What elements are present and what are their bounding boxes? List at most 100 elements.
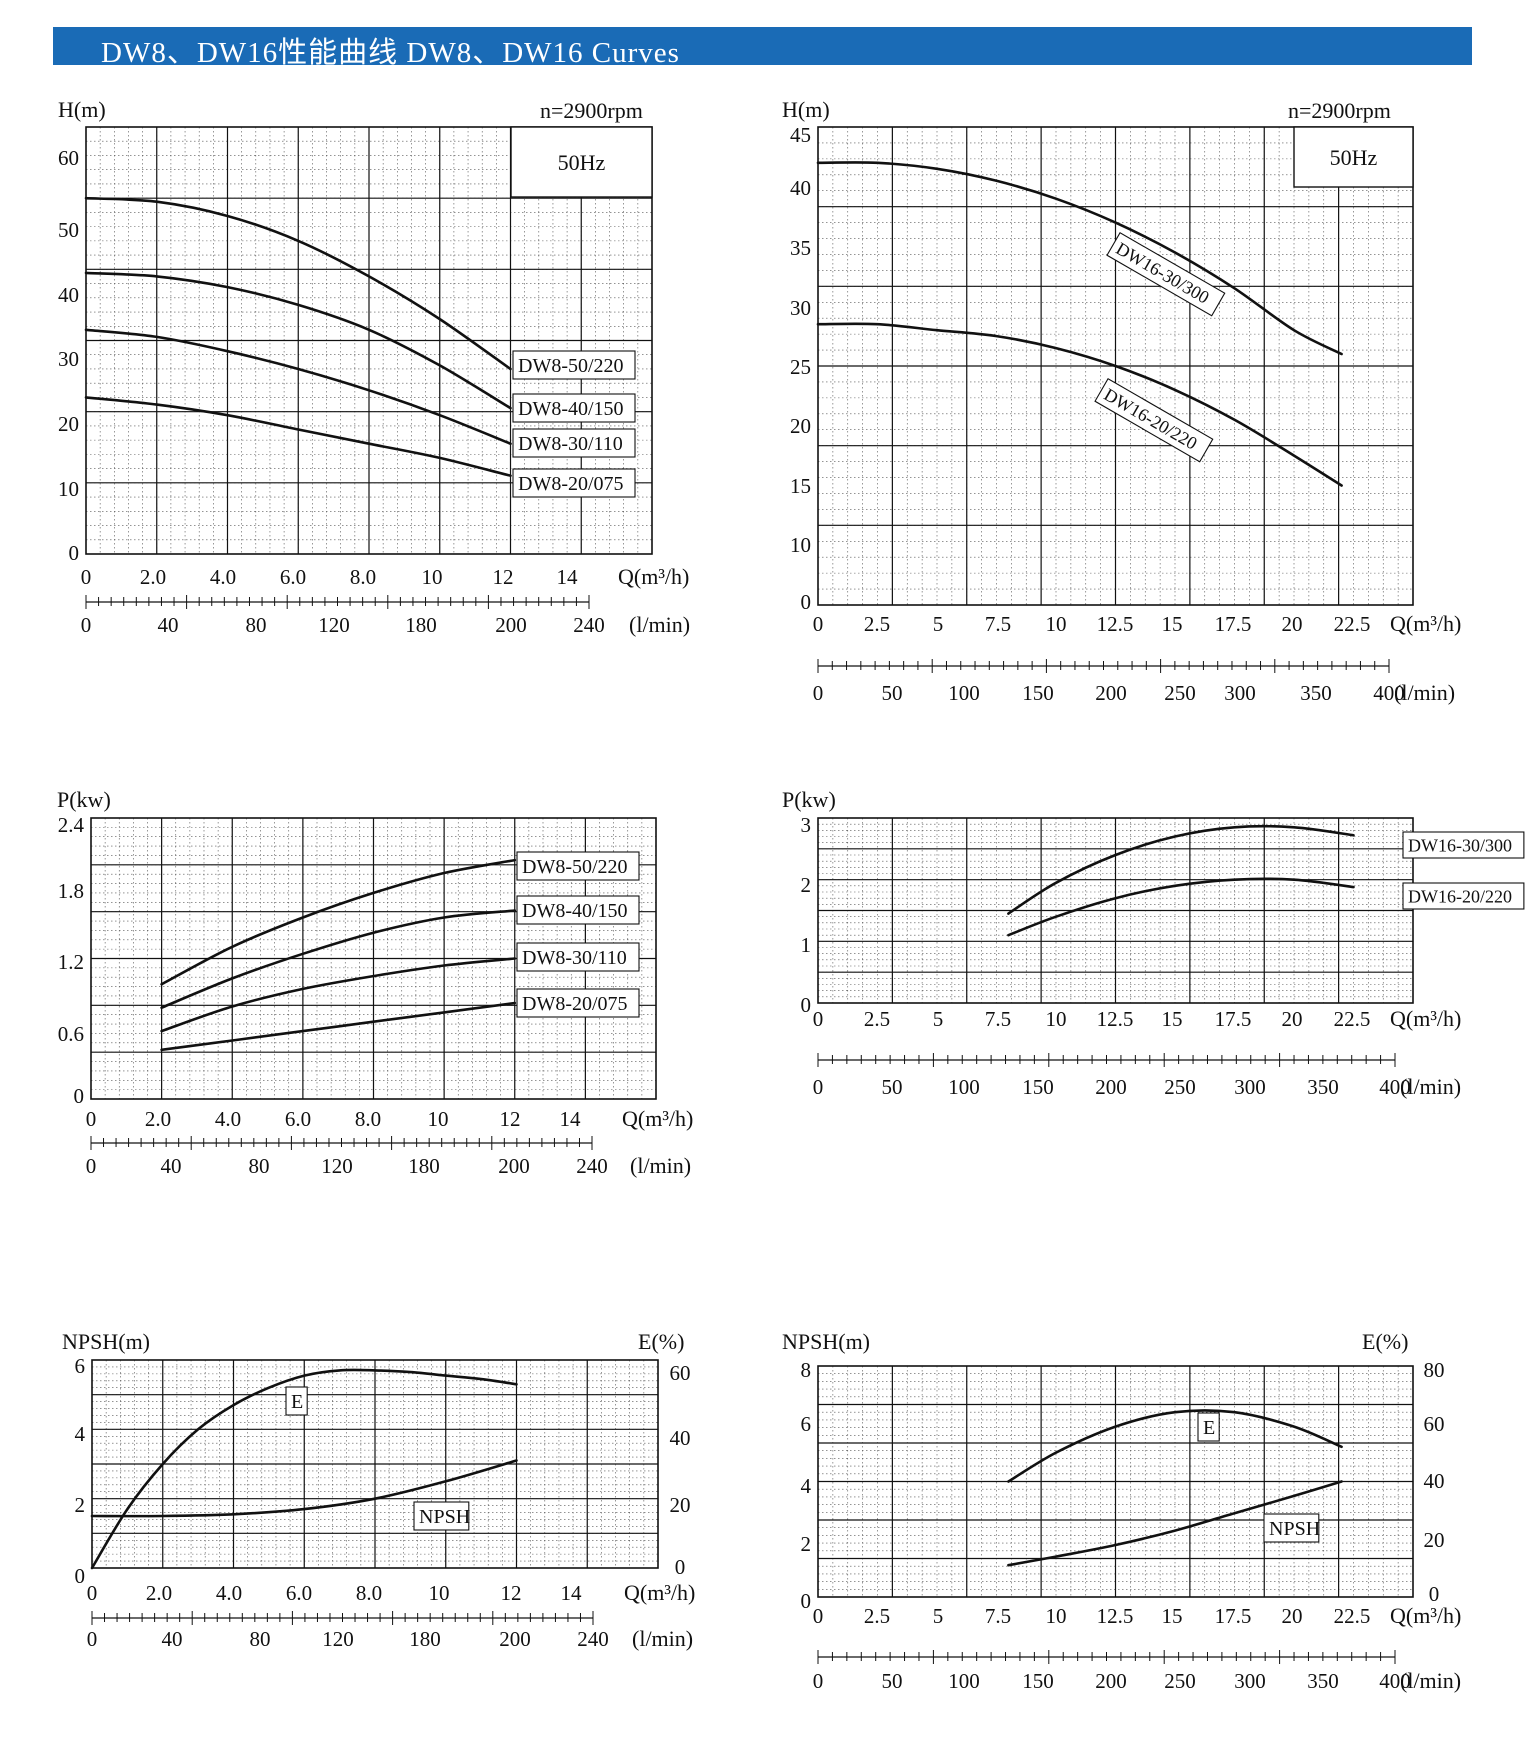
x-tick-label: 10 bbox=[428, 1107, 449, 1131]
x-tick-label: 12 bbox=[501, 1581, 522, 1605]
x-tick-label: 10 bbox=[429, 1581, 450, 1605]
freq-box bbox=[1293, 126, 1414, 188]
y-axis-label: NPSH(m) bbox=[782, 1329, 870, 1354]
x-tick-label: 20 bbox=[1282, 1604, 1303, 1628]
curve-dw16-20-220 bbox=[1007, 877, 1355, 937]
x2-tick-label: 50 bbox=[882, 681, 903, 705]
x2-tick-label: 50 bbox=[882, 1075, 903, 1099]
series-label-dw8-50-220: DW8-50/220 bbox=[516, 851, 640, 881]
y-tick-label: 50 bbox=[58, 218, 79, 242]
freq-label: 50Hz bbox=[1330, 145, 1378, 170]
x2-tick-label: 80 bbox=[249, 1154, 270, 1178]
curve-dw8-30-110 bbox=[160, 957, 517, 1033]
y-tick-label: 0 bbox=[74, 1084, 85, 1108]
y-tick-label: 35 bbox=[790, 236, 811, 260]
series-label-e: E bbox=[1197, 1412, 1220, 1442]
x-tick-label: 2.5 bbox=[864, 1007, 890, 1031]
x2-tick-label: 400 bbox=[1379, 1669, 1411, 1693]
series-label-text: E bbox=[291, 1391, 303, 1413]
y2-tick-label: 80 bbox=[1424, 1358, 1445, 1382]
x2-tick-label: 120 bbox=[322, 1627, 354, 1651]
curve-dw8-40-150 bbox=[84, 271, 512, 410]
series-label-text: NPSH bbox=[419, 1506, 470, 1528]
y-tick-label: 60 bbox=[58, 146, 79, 170]
plot-frame bbox=[90, 817, 657, 1100]
curve-dw8-20-075 bbox=[160, 1001, 517, 1052]
x2-axis-label: (l/min) bbox=[629, 612, 690, 637]
x-tick-label: 15 bbox=[1162, 612, 1183, 636]
x-tick-label: 10 bbox=[422, 565, 443, 589]
x2-tick-label: 200 bbox=[1095, 1075, 1127, 1099]
x-tick-label: 7.5 bbox=[985, 1604, 1011, 1628]
x2-tick-label: 0 bbox=[813, 1669, 824, 1693]
x2-tick-label: 400 bbox=[1373, 681, 1405, 705]
x2-tick-label: 200 bbox=[495, 613, 527, 637]
plot-frame bbox=[817, 817, 1414, 1004]
x-tick-label: 2.5 bbox=[864, 612, 890, 636]
y-tick-label: 10 bbox=[58, 477, 79, 501]
x-tick-label: 20 bbox=[1282, 612, 1303, 636]
x-tick-label: 0 bbox=[813, 1007, 824, 1031]
series-label-box bbox=[516, 942, 640, 972]
x-tick-label: 4.0 bbox=[210, 565, 236, 589]
page-title: DW8、DW16性能曲线 DW8、DW16 Curves bbox=[101, 37, 680, 69]
series-label-text: NPSH bbox=[1269, 1518, 1320, 1540]
x2-axis-label: (l/min) bbox=[1400, 1074, 1461, 1099]
series-label-box bbox=[516, 988, 640, 1018]
freq-box bbox=[510, 126, 653, 198]
x-tick-label: 7.5 bbox=[985, 612, 1011, 636]
y2-tick-label: 40 bbox=[670, 1426, 691, 1450]
x2-tick-label: 240 bbox=[576, 1154, 608, 1178]
curve-npsh bbox=[90, 1459, 518, 1518]
series-label-dw16-30-300: DW16-30/300 bbox=[1106, 231, 1226, 317]
x-tick-label: 2.5 bbox=[864, 1604, 890, 1628]
x2-tick-label: 350 bbox=[1307, 1075, 1339, 1099]
series-label-box bbox=[1094, 377, 1214, 463]
plot-frame bbox=[85, 126, 653, 555]
x2-axis-label: (l/min) bbox=[1394, 680, 1455, 705]
x-tick-label: 17.5 bbox=[1215, 1007, 1252, 1031]
x2-axis-label: (l/min) bbox=[632, 1626, 693, 1651]
y2-axis-label: E(%) bbox=[638, 1329, 684, 1354]
y-tick-label: 0.6 bbox=[58, 1022, 84, 1046]
y-tick-label: 40 bbox=[58, 283, 79, 307]
x-tick-label: 7.5 bbox=[985, 1007, 1011, 1031]
x-tick-label: 12.5 bbox=[1097, 1007, 1134, 1031]
series-label-text: DW8-30/110 bbox=[522, 947, 627, 969]
speed-note: n=2900rpm bbox=[1288, 98, 1391, 123]
y-tick-label: 30 bbox=[790, 296, 811, 320]
series-label-box bbox=[413, 1501, 470, 1531]
x-axis-label: Q(m³/h) bbox=[1390, 611, 1461, 636]
x2-tick-label: 250 bbox=[1164, 1075, 1196, 1099]
curve-e bbox=[90, 1368, 518, 1570]
x2-tick-label: 40 bbox=[158, 613, 179, 637]
series-label-text: E bbox=[1203, 1417, 1215, 1439]
y-tick-label: 1 bbox=[801, 933, 812, 957]
series-label-box bbox=[512, 350, 636, 380]
y-axis-label: P(kw) bbox=[57, 787, 111, 812]
header-bar: DW8、DW16性能曲线 DW8、DW16 Curves bbox=[53, 27, 1472, 69]
x2-tick-label: 200 bbox=[499, 1627, 531, 1651]
y-tick-label: 2 bbox=[801, 873, 812, 897]
series-label-box bbox=[1106, 231, 1226, 317]
x2-axis-label: (l/min) bbox=[630, 1153, 691, 1178]
x-tick-label: 10 bbox=[1046, 612, 1067, 636]
x-tick-label: 2.0 bbox=[145, 1107, 171, 1131]
x-axis-label: Q(m³/h) bbox=[1390, 1006, 1461, 1031]
y-tick-label: 10 bbox=[790, 533, 811, 557]
x-tick-label: 0 bbox=[87, 1581, 98, 1605]
series-label-box bbox=[516, 895, 640, 925]
series-label-text: DW16-30/300 bbox=[1408, 835, 1512, 855]
series-label-text: DW8-50/220 bbox=[518, 355, 624, 377]
series-label-dw8-20-075: DW8-20/075 bbox=[512, 468, 636, 498]
x-tick-label: 10 bbox=[1046, 1007, 1067, 1031]
freq-label: 50Hz bbox=[558, 150, 606, 175]
y-tick-label: 25 bbox=[790, 355, 811, 379]
x-tick-label: 4.0 bbox=[215, 1107, 241, 1131]
x-tick-label: 2.0 bbox=[146, 1581, 172, 1605]
x2-tick-label: 350 bbox=[1307, 1669, 1339, 1693]
x2-tick-label: 200 bbox=[1095, 1669, 1127, 1693]
x-tick-label: 17.5 bbox=[1215, 1604, 1252, 1628]
series-label-text: DW8-20/075 bbox=[522, 993, 628, 1015]
